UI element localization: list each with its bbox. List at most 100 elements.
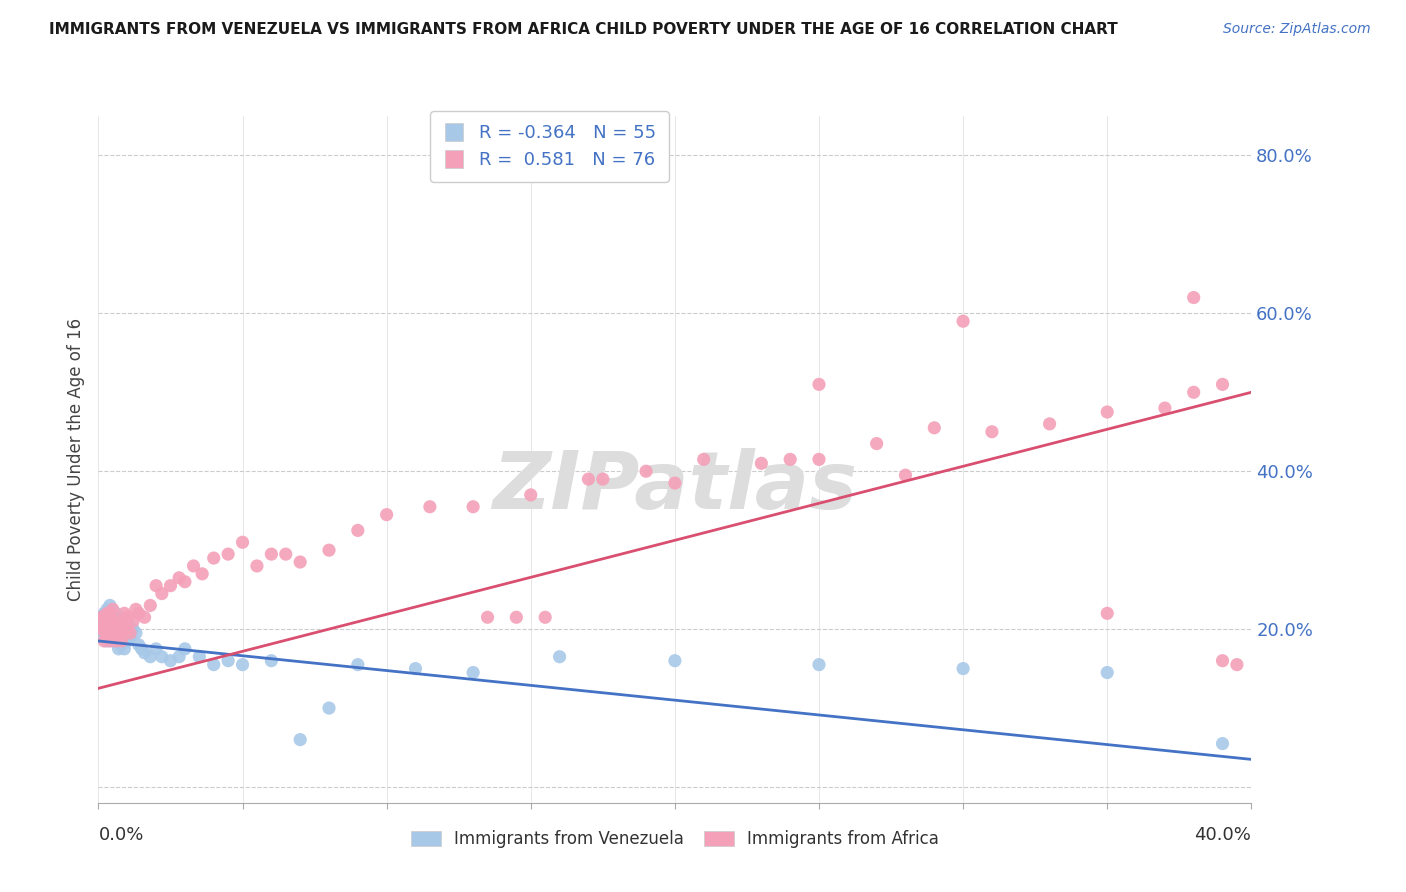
- Point: [375, 508, 398, 522]
- Point: [90, 610, 112, 624]
- Point: [98, 599, 121, 613]
- Point: [290, 555, 312, 569]
- Point: [520, 488, 543, 502]
- Point: [260, 547, 283, 561]
- Point: [779, 452, 801, 467]
- Point: [96, 607, 118, 621]
- Point: [246, 558, 269, 573]
- Point: [98, 618, 121, 632]
- Point: [93, 634, 115, 648]
- Point: [125, 626, 148, 640]
- Point: [128, 607, 150, 621]
- Point: [405, 662, 427, 676]
- Point: [202, 551, 225, 566]
- Point: [346, 657, 368, 672]
- Point: [90, 610, 112, 624]
- Point: [636, 464, 658, 478]
- Point: [107, 630, 129, 644]
- Point: [96, 602, 118, 616]
- Point: [461, 500, 484, 514]
- Point: [112, 641, 135, 656]
- Point: [122, 622, 145, 636]
- Point: [318, 701, 340, 715]
- Point: [174, 574, 197, 589]
- Point: [90, 622, 112, 636]
- Point: [131, 641, 153, 656]
- Point: [419, 500, 441, 514]
- Point: [104, 607, 127, 621]
- Point: [107, 626, 129, 640]
- Point: [981, 425, 1004, 439]
- Point: [93, 630, 115, 644]
- Point: [159, 579, 181, 593]
- Text: IMMIGRANTS FROM VENEZUELA VS IMMIGRANTS FROM AFRICA CHILD POVERTY UNDER THE AGE : IMMIGRANTS FROM VENEZUELA VS IMMIGRANTS …: [49, 22, 1118, 37]
- Point: [318, 543, 340, 558]
- Point: [96, 614, 118, 628]
- Point: [98, 634, 121, 648]
- Point: [96, 622, 118, 636]
- Point: [110, 634, 132, 648]
- Point: [93, 618, 115, 632]
- Point: [167, 571, 190, 585]
- Point: [534, 610, 557, 624]
- Point: [952, 662, 974, 676]
- Point: [112, 607, 135, 621]
- Point: [145, 641, 167, 656]
- Point: [1212, 654, 1234, 668]
- Point: [1226, 657, 1249, 672]
- Point: [90, 622, 112, 636]
- Point: [134, 610, 156, 624]
- Point: [96, 618, 118, 632]
- Point: [139, 649, 162, 664]
- Text: Source: ZipAtlas.com: Source: ZipAtlas.com: [1223, 22, 1371, 37]
- Point: [1182, 385, 1205, 400]
- Point: [808, 377, 831, 392]
- Point: [346, 524, 368, 538]
- Point: [101, 622, 124, 636]
- Point: [808, 657, 831, 672]
- Point: [112, 626, 135, 640]
- Point: [101, 626, 124, 640]
- Point: [110, 638, 132, 652]
- Point: [217, 547, 239, 561]
- Text: 40.0%: 40.0%: [1195, 826, 1251, 844]
- Point: [150, 649, 173, 664]
- Legend: Immigrants from Venezuela, Immigrants from Africa: Immigrants from Venezuela, Immigrants fr…: [402, 822, 948, 856]
- Point: [120, 626, 142, 640]
- Point: [290, 732, 312, 747]
- Point: [664, 476, 686, 491]
- Point: [104, 630, 127, 644]
- Point: [96, 634, 118, 648]
- Point: [117, 610, 139, 624]
- Point: [1097, 405, 1119, 419]
- Point: [1097, 665, 1119, 680]
- Text: 0.0%: 0.0%: [98, 826, 143, 844]
- Point: [134, 646, 156, 660]
- Point: [93, 607, 115, 621]
- Point: [183, 558, 205, 573]
- Point: [145, 579, 167, 593]
- Point: [1212, 737, 1234, 751]
- Point: [159, 654, 181, 668]
- Point: [693, 452, 716, 467]
- Point: [952, 314, 974, 328]
- Point: [217, 654, 239, 668]
- Point: [924, 421, 946, 435]
- Point: [477, 610, 499, 624]
- Point: [202, 657, 225, 672]
- Point: [231, 535, 254, 549]
- Point: [231, 657, 254, 672]
- Point: [592, 472, 614, 486]
- Point: [104, 618, 127, 632]
- Point: [98, 607, 121, 621]
- Point: [101, 610, 124, 624]
- Point: [1039, 417, 1062, 431]
- Point: [104, 634, 127, 648]
- Point: [1097, 607, 1119, 621]
- Point: [894, 468, 917, 483]
- Point: [461, 665, 484, 680]
- Point: [548, 649, 571, 664]
- Point: [167, 649, 190, 664]
- Point: [1182, 291, 1205, 305]
- Point: [808, 452, 831, 467]
